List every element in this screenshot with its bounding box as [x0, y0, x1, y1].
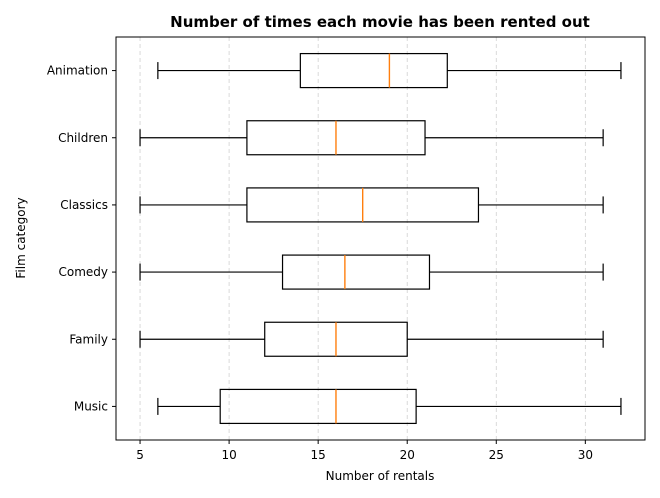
chart-title: Number of times each movie has been rent… [170, 13, 590, 31]
x-tick-label: 20 [400, 448, 415, 462]
grid-layer [139, 37, 586, 440]
tick-layer: 5 10 15 20 25 30 Animation Children Classics Come… [47, 64, 593, 462]
y-tick-label: Music [74, 399, 108, 413]
box-music [157, 388, 622, 425]
x-tick-label: 25 [489, 448, 504, 462]
box-classics [139, 187, 604, 223]
y-tick-label: Family [69, 332, 108, 346]
y-tick-label: Children [58, 131, 108, 145]
y-axis-label: Film category [14, 197, 28, 278]
box-children [139, 120, 604, 156]
y-tick-label: Animation [47, 64, 108, 78]
x-tick-label: 30 [578, 448, 593, 462]
x-tick-label: 10 [221, 448, 236, 462]
box-animation [157, 52, 622, 89]
iqr-box [299, 52, 448, 89]
box-family [139, 321, 604, 357]
x-axis-label: Number of rentals [326, 469, 435, 483]
box-layer [139, 52, 622, 425]
x-tick-label: 5 [136, 448, 144, 462]
x-tick-label: 15 [311, 448, 326, 462]
y-tick-label: Classics [60, 198, 108, 212]
iqr-box [219, 388, 417, 425]
box-comedy [139, 254, 604, 290]
plot-frame [115, 36, 646, 441]
iqr-box [281, 254, 431, 290]
y-tick-label: Comedy [58, 265, 108, 279]
